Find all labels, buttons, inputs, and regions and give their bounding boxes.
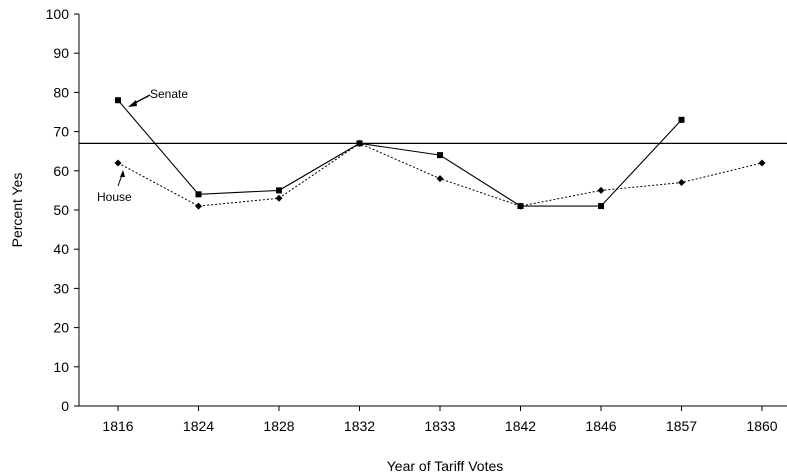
x-axis-title: Year of Tariff Votes: [387, 458, 504, 474]
y-tick-label: 20: [53, 320, 69, 336]
data-point-senate: [195, 191, 202, 198]
x-tick-label: 1832: [344, 418, 375, 434]
y-tick-label: 50: [53, 202, 69, 218]
series-line-senate: [117, 99, 682, 207]
data-point-senate: [437, 152, 443, 159]
annotation-senate-label: Senate: [150, 87, 188, 101]
annotation-house-arrowhead: [120, 170, 125, 177]
y-tick-label: 70: [53, 124, 69, 140]
x-tick-label: 1860: [746, 418, 777, 434]
data-point-house: [758, 159, 766, 167]
y-tick-label: 100: [46, 6, 70, 22]
data-point-senate: [276, 187, 282, 194]
x-tick-label: 1842: [505, 418, 536, 434]
y-tick-label: 80: [53, 84, 69, 100]
y-tick-label: 60: [53, 163, 69, 179]
x-tick-label: 1846: [585, 418, 616, 434]
data-point-senate: [598, 203, 604, 210]
data-point-senate: [678, 116, 685, 123]
chart-marks: [79, 97, 787, 210]
annotation-house-label: House: [97, 190, 132, 204]
y-tick-label: 10: [53, 359, 69, 375]
data-point-house: [275, 194, 283, 202]
data-point-house: [195, 202, 202, 210]
x-tick-label: 1833: [424, 418, 455, 434]
data-point-house: [517, 202, 524, 210]
data-point-house: [597, 186, 605, 194]
data-point-house: [114, 159, 122, 167]
y-tick-label: 40: [53, 241, 69, 257]
y-tick-label: 0: [61, 398, 69, 414]
annotation-senate-arrowhead: [128, 100, 137, 107]
annotations: Senate House: [97, 87, 188, 204]
data-point-house: [436, 175, 444, 183]
y-tick-label: 90: [53, 45, 69, 61]
x-tick-label: 1828: [263, 418, 294, 434]
data-point-house: [356, 139, 363, 147]
data-point-house: [678, 179, 685, 187]
axes: 0 10 20 30 40 50 60 70 80 90 100 1816 1824 1828 1832 18…: [46, 6, 787, 434]
y-tick-label: 30: [53, 280, 69, 296]
data-point-senate: [115, 97, 121, 104]
y-axis-title: Percent Yes: [9, 173, 25, 248]
x-tick-label: 1824: [183, 418, 214, 434]
x-tick-label: 1816: [102, 418, 133, 434]
x-tick-label: 1857: [666, 418, 697, 434]
